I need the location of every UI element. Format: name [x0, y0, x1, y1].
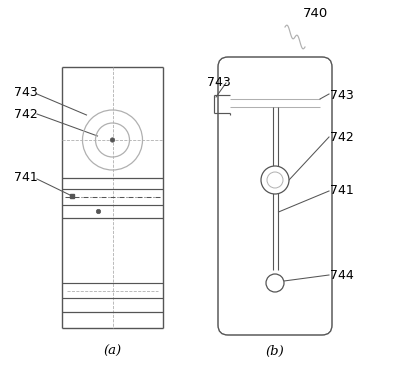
Text: 744: 744 [330, 268, 354, 281]
Text: 743: 743 [330, 89, 354, 102]
Text: (b): (b) [266, 345, 284, 358]
Circle shape [110, 138, 115, 142]
Circle shape [261, 166, 289, 194]
Text: 741: 741 [330, 184, 354, 196]
Text: 743: 743 [14, 85, 38, 99]
FancyBboxPatch shape [218, 57, 332, 335]
Text: (a): (a) [103, 345, 122, 358]
Circle shape [266, 274, 284, 292]
Bar [70, 194, 74, 198]
Text: 742: 742 [14, 107, 38, 121]
Text: 740: 740 [303, 7, 329, 20]
Text: 742: 742 [330, 131, 354, 144]
Text: 741: 741 [14, 171, 38, 184]
Circle shape [96, 209, 101, 214]
Text: 743: 743 [207, 75, 231, 89]
